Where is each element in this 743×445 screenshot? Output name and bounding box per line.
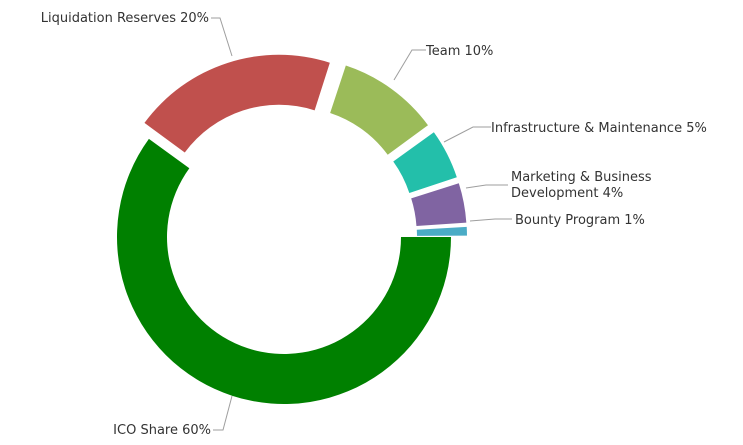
leader-line-bounty-program: [469, 218, 512, 222]
slice-marketing-business-development[interactable]: [411, 183, 467, 227]
slice-label-infrastructure-maintenance: Infrastructure & Maintenance 5%: [491, 121, 707, 136]
slice-label-ico-share: ICO Share 60%: [113, 423, 211, 438]
slice-label-liquidation-reserves: Liquidation Reserves 20%: [41, 11, 209, 26]
slice-label-bounty-program: Bounty Program 1%: [515, 213, 645, 228]
slice-ico-share[interactable]: [117, 138, 452, 405]
leader-line-ico-share: [213, 395, 233, 431]
slice-infrastructure-maintenance[interactable]: [393, 132, 457, 193]
leader-line-liquidation-reserves: [211, 17, 233, 57]
leader-line-infrastructure-maintenance: [443, 126, 491, 143]
slice-team[interactable]: [330, 65, 428, 155]
slice-label-marketing-business-development: Marketing & Business Development 4%: [511, 170, 652, 201]
slice-bounty-program[interactable]: [416, 226, 467, 236]
slice-liquidation-reserves[interactable]: [144, 54, 330, 153]
leader-line-team: [393, 49, 426, 81]
slice-label-team: Team 10%: [425, 44, 493, 59]
leader-line-marketing-business-development: [465, 184, 508, 189]
